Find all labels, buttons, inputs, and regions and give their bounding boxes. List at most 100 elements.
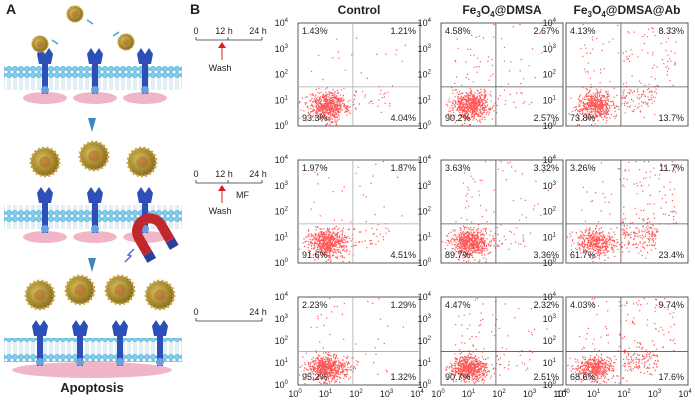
tick-exponent: 4 [428,292,432,298]
y-tick-label: 104 [275,155,289,165]
tick-base: 10 [556,389,566,399]
tick-base: 10 [410,389,420,399]
arrow-head [218,42,226,48]
tick-exponent: 4 [285,18,289,24]
events [299,298,404,385]
tick-base: 10 [543,207,553,217]
tick-base: 10 [275,380,285,390]
tick-exponent: 1 [597,389,601,395]
tick-base: 10 [288,389,298,399]
tick-base: 10 [418,18,428,28]
plot-frame [565,296,689,386]
tick-base: 10 [319,389,329,399]
tick-base: 10 [418,380,428,390]
tick-base: 10 [275,232,285,242]
tick-exponent: 2 [428,70,432,76]
y-tick-label: 100 [275,258,289,268]
tick-base: 10 [275,44,285,54]
tick-exponent: 3 [390,389,394,395]
tick-exponent: 2 [502,389,506,395]
y-tick-label: 103 [543,44,557,54]
title-part: @DMSA@Ab [606,3,681,17]
y-tick-label: 103 [275,314,289,324]
quadrant-percent: 13.7% [658,113,684,123]
y-tick-label: 101 [418,95,432,105]
tick-base: 10 [418,121,428,131]
tick-base: 10 [275,358,285,368]
tick-exponent: 1 [285,358,289,364]
y-tick-label: 102 [543,336,557,346]
x-tick-label: 101 [462,389,476,399]
tick-exponent: 3 [428,181,432,187]
tick-exponent: 3 [658,389,662,395]
tick-exponent: 4 [428,155,432,161]
title-part: O [481,3,490,17]
quadrant-percent: 2.57% [533,113,559,123]
quadrant-percent: 3.63% [445,163,471,173]
tick-exponent: 3 [553,314,557,320]
tick-exponent: 3 [285,314,289,320]
tick-base: 10 [275,95,285,105]
time-label: 24 h [249,307,267,317]
quadrant-percent: 23.4% [658,250,684,260]
quadrant-percent: 1.21% [390,26,416,36]
tick-base: 10 [543,292,553,302]
tick-exponent: 0 [441,389,445,395]
subscript: 4 [490,10,495,19]
tick-base: 10 [418,70,428,80]
y-tick-label: 101 [275,95,289,105]
quadrant-percent: 73.8% [570,113,596,123]
y-tick-label: 103 [418,44,432,54]
tick-exponent: 2 [359,389,363,395]
y-tick-label: 104 [275,18,289,28]
quadrant-percent: 1.87% [390,163,416,173]
tick-base: 10 [587,389,597,399]
y-tick-label: 101 [543,95,557,105]
tick-exponent: 3 [285,44,289,50]
tick-base: 10 [648,389,658,399]
tick-exponent: 2 [553,207,557,213]
y-tick-label: 103 [275,181,289,191]
tick-exponent: 1 [428,232,432,238]
plot-frame [440,296,564,386]
title-part: Control [338,3,381,17]
time-label: 0 [193,169,198,179]
y-tick-label: 102 [275,207,289,217]
quadrant-percent: 1.29% [390,300,416,310]
y-tick-label: 100 [418,258,432,268]
x-tick-label: 102 [617,389,631,399]
events [568,24,677,126]
tick-base: 10 [462,389,472,399]
quadrant-percent: 4.51% [390,250,416,260]
tick-base: 10 [543,232,553,242]
tick-base: 10 [418,155,428,165]
plot-frame [297,159,421,264]
tick-exponent: 4 [420,389,424,395]
y-tick-label: 101 [275,358,289,368]
column-title: Control [338,3,381,17]
quadrant-percent: 9.74% [658,300,684,310]
column-title: Fe3O4@DMSA [462,3,542,19]
quadrant-percent: 3.26% [570,163,596,173]
time-label: 0 [193,26,198,36]
quadrant-percent: 2.32% [533,300,559,310]
y-tick-label: 101 [543,232,557,242]
quadrant-percent: 61.7% [570,250,596,260]
title-part: Fe [462,3,476,17]
quadrant-percent: 4.13% [570,26,596,36]
tick-base: 10 [523,389,533,399]
y-tick-label: 103 [418,314,432,324]
x-tick-label: 100 [556,389,570,399]
tick-exponent: 4 [553,292,557,298]
quadrant-percent: 4.04% [390,113,416,123]
tick-exponent: 1 [553,358,557,364]
tick-exponent: 3 [428,44,432,50]
tick-exponent: 1 [553,95,557,101]
plot-frame [440,159,564,264]
tick-base: 10 [418,232,428,242]
tick-base: 10 [543,358,553,368]
y-tick-label: 103 [275,44,289,54]
quadrant-percent: 1.32% [390,372,416,382]
tick-base: 10 [543,314,553,324]
